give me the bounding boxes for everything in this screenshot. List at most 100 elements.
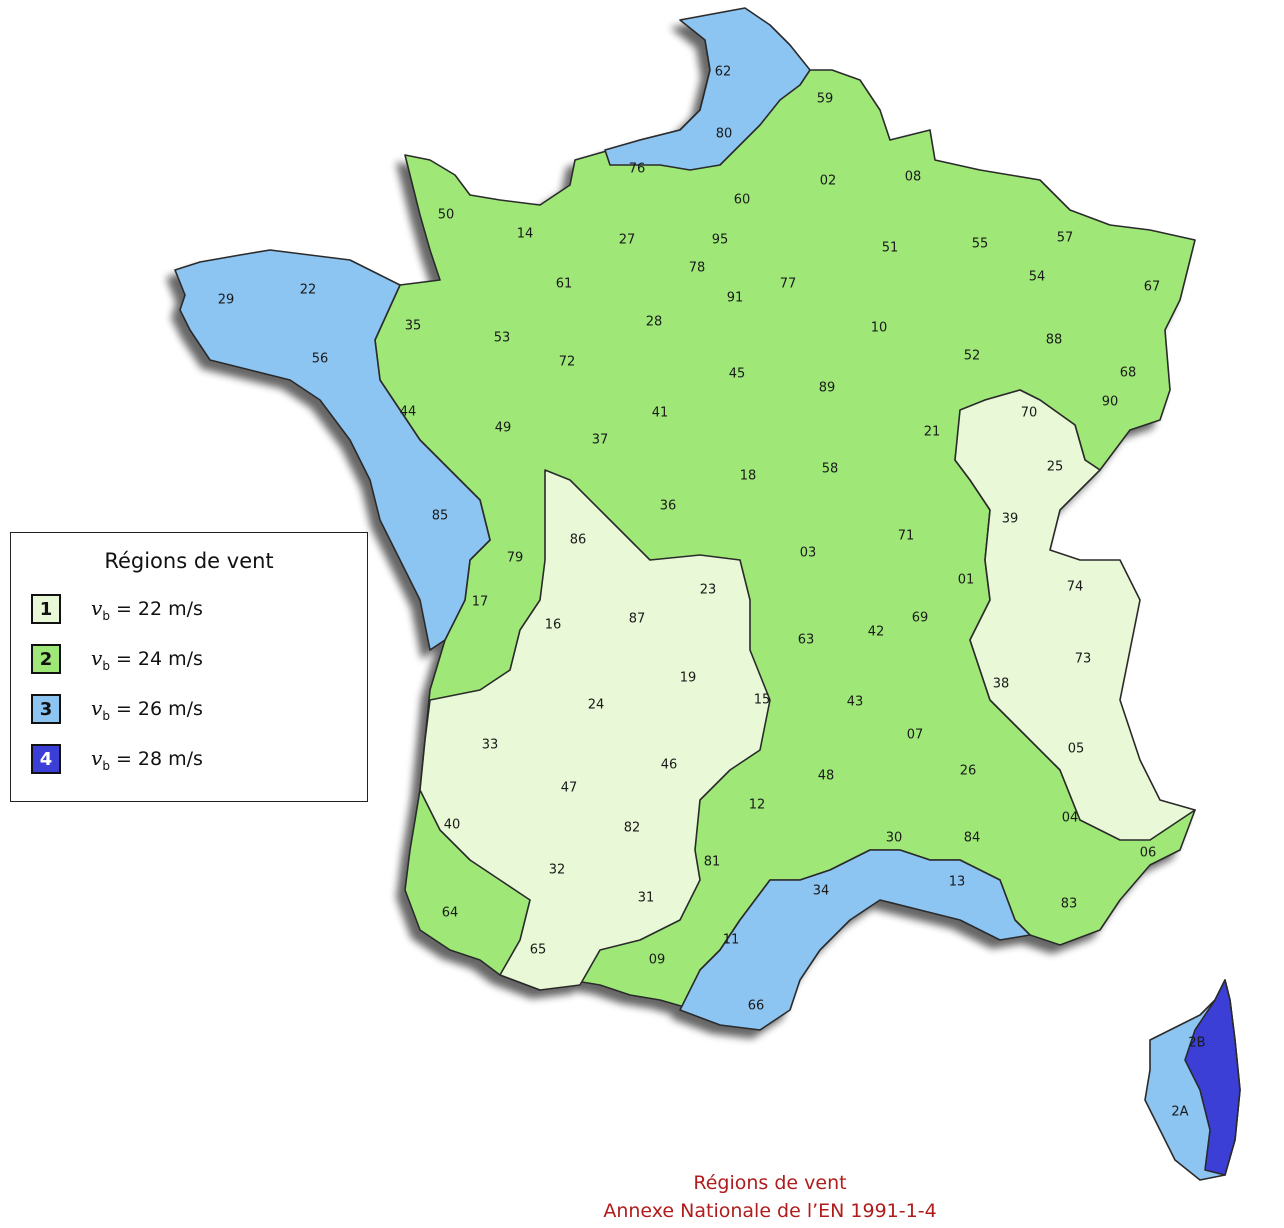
department-label-06: 06 <box>1140 846 1157 861</box>
department-label-80: 80 <box>716 127 733 142</box>
department-label-56: 56 <box>312 352 329 367</box>
legend-value-1: = 22 m/s <box>115 598 203 620</box>
department-label-66: 66 <box>748 999 765 1014</box>
legend-symbol: vb <box>91 745 110 773</box>
department-label-11: 11 <box>723 933 740 948</box>
region1-east <box>954 389 1196 841</box>
department-label-72: 72 <box>559 355 576 370</box>
department-label-40: 40 <box>444 818 461 833</box>
department-label-04: 04 <box>1062 811 1079 826</box>
department-label-16: 16 <box>545 618 562 633</box>
department-label-03: 03 <box>800 546 817 561</box>
department-label-77: 77 <box>780 277 797 292</box>
department-label-30: 30 <box>886 831 903 846</box>
department-label-69: 69 <box>912 611 929 626</box>
department-label-32: 32 <box>549 863 566 878</box>
department-label-61: 61 <box>556 277 573 292</box>
department-label-73: 73 <box>1075 652 1092 667</box>
department-label-21: 21 <box>924 425 941 440</box>
department-label-78: 78 <box>689 261 706 276</box>
department-label-83: 83 <box>1061 897 1078 912</box>
department-label-37: 37 <box>592 433 609 448</box>
legend-swatch-1: 1 <box>31 594 61 624</box>
department-label-47: 47 <box>561 781 578 796</box>
legend-row-4: 4 vb = 28 m/s <box>31 743 203 775</box>
department-label-29: 29 <box>218 293 235 308</box>
department-label-41: 41 <box>652 406 669 421</box>
region3-south <box>679 849 1031 1031</box>
legend-symbol: vb <box>91 695 110 723</box>
region3-west <box>174 249 491 651</box>
legend-symbol: vb <box>91 645 110 673</box>
department-label-91: 91 <box>727 291 744 306</box>
department-label-48: 48 <box>818 769 835 784</box>
department-label-26: 26 <box>960 764 977 779</box>
department-label-87: 87 <box>629 612 646 627</box>
department-label-85: 85 <box>432 509 449 524</box>
department-label-28: 28 <box>646 315 663 330</box>
department-label-57: 57 <box>1057 231 1074 246</box>
department-label-71: 71 <box>898 529 915 544</box>
department-label-31: 31 <box>638 891 655 906</box>
department-label-84: 84 <box>964 831 981 846</box>
department-label-76: 76 <box>629 162 646 177</box>
department-label-81: 81 <box>704 855 721 870</box>
legend-symbol: vb <box>91 595 110 623</box>
department-label-02: 02 <box>820 174 837 189</box>
department-label-2B: 2B <box>1188 1036 1205 1051</box>
region1-southwest <box>419 469 771 991</box>
department-label-46: 46 <box>661 758 678 773</box>
department-label-34: 34 <box>813 884 830 899</box>
department-label-49: 49 <box>495 421 512 436</box>
legend-value-3: = 26 m/s <box>115 698 203 720</box>
department-label-60: 60 <box>734 193 751 208</box>
department-label-19: 19 <box>680 671 697 686</box>
department-label-22: 22 <box>300 283 317 298</box>
department-label-17: 17 <box>472 595 489 610</box>
department-label-79: 79 <box>507 551 524 566</box>
legend-value-2: = 24 m/s <box>115 648 203 670</box>
department-label-63: 63 <box>798 633 815 648</box>
department-label-67: 67 <box>1144 280 1161 295</box>
department-label-12: 12 <box>749 798 766 813</box>
department-label-45: 45 <box>729 367 746 382</box>
department-label-95: 95 <box>712 233 729 248</box>
department-label-43: 43 <box>847 695 864 710</box>
region3-north <box>604 7 811 171</box>
department-label-59: 59 <box>817 92 834 107</box>
department-label-70: 70 <box>1021 406 1038 421</box>
department-label-89: 89 <box>819 381 836 396</box>
department-label-88: 88 <box>1046 333 1063 348</box>
department-label-65: 65 <box>530 943 547 958</box>
department-label-55: 55 <box>972 237 989 252</box>
department-label-44: 44 <box>400 405 417 420</box>
department-label-2A: 2A <box>1171 1105 1188 1120</box>
department-label-53: 53 <box>494 331 511 346</box>
department-label-74: 74 <box>1067 580 1084 595</box>
department-label-25: 25 <box>1047 460 1064 475</box>
department-label-33: 33 <box>482 738 499 753</box>
department-label-50: 50 <box>438 208 455 223</box>
department-label-62: 62 <box>715 65 732 80</box>
department-label-64: 64 <box>442 906 459 921</box>
legend: Régions de vent 1 vb = 22 m/s 2 vb = 24 m/s 3 v… <box>10 532 368 802</box>
department-label-01: 01 <box>958 573 975 588</box>
caption-subtitle: Annexe Nationale de l’EN 1991-1-4 <box>603 1200 937 1222</box>
department-label-18: 18 <box>740 469 757 484</box>
legend-value-4: = 28 m/s <box>115 748 203 770</box>
department-label-90: 90 <box>1102 395 1119 410</box>
department-label-86: 86 <box>570 533 587 548</box>
department-label-14: 14 <box>517 227 534 242</box>
department-label-24: 24 <box>588 698 605 713</box>
department-label-35: 35 <box>405 319 422 334</box>
department-label-68: 68 <box>1120 366 1137 381</box>
department-label-54: 54 <box>1029 270 1046 285</box>
department-label-51: 51 <box>882 241 899 256</box>
department-label-52: 52 <box>964 349 981 364</box>
department-label-23: 23 <box>700 583 717 598</box>
legend-row-2: 2 vb = 24 m/s <box>31 643 203 675</box>
caption-title: Régions de vent <box>693 1172 847 1194</box>
department-label-38: 38 <box>993 677 1010 692</box>
department-label-09: 09 <box>649 953 666 968</box>
